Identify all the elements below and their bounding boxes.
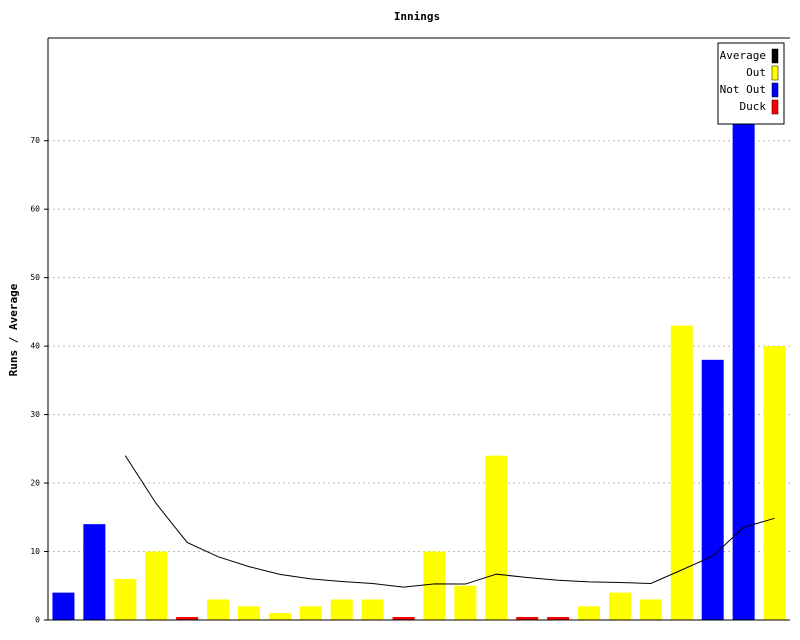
average-line <box>124 455 775 588</box>
y-tick-label: 70 <box>30 136 40 145</box>
bar <box>516 617 539 620</box>
bar <box>330 599 353 620</box>
y-tick-label: 30 <box>30 410 40 419</box>
bar <box>207 599 230 620</box>
legend-swatch <box>771 65 779 81</box>
bar <box>485 455 508 620</box>
bar <box>83 524 106 620</box>
bar <box>639 599 662 620</box>
y-tick-label: 60 <box>30 205 40 214</box>
bar <box>52 592 75 620</box>
legend-label: Average <box>720 49 766 62</box>
bar <box>299 606 322 620</box>
bar <box>547 617 570 620</box>
bar <box>701 359 724 620</box>
bar <box>237 606 260 620</box>
bar <box>176 617 199 620</box>
legend-swatch <box>771 48 779 64</box>
bar <box>114 578 137 620</box>
y-tick-label: 40 <box>30 342 40 351</box>
bar <box>454 585 477 620</box>
bar <box>145 551 168 620</box>
legend-swatch <box>771 99 779 115</box>
legend-label: Out <box>746 66 766 79</box>
bar <box>608 592 631 620</box>
legend-swatch <box>771 82 779 98</box>
bar <box>423 551 446 620</box>
y-tick-label: 20 <box>30 479 40 488</box>
bar <box>578 606 601 620</box>
bar <box>268 613 291 620</box>
bar <box>763 346 786 620</box>
y-axis-label: Runs / Average <box>7 283 20 376</box>
bar <box>361 599 384 620</box>
bar <box>670 325 693 620</box>
legend-label: Not Out <box>720 83 766 96</box>
legend: Average Out Not Out Duck <box>717 42 785 125</box>
legend-label: Duck <box>740 100 767 113</box>
y-tick-label: 50 <box>30 273 40 282</box>
y-tick-label: 0 <box>35 616 40 625</box>
y-tick-label: 10 <box>30 547 40 556</box>
bar <box>732 72 755 620</box>
bar <box>392 617 415 620</box>
chart-title: Innings <box>394 10 440 23</box>
